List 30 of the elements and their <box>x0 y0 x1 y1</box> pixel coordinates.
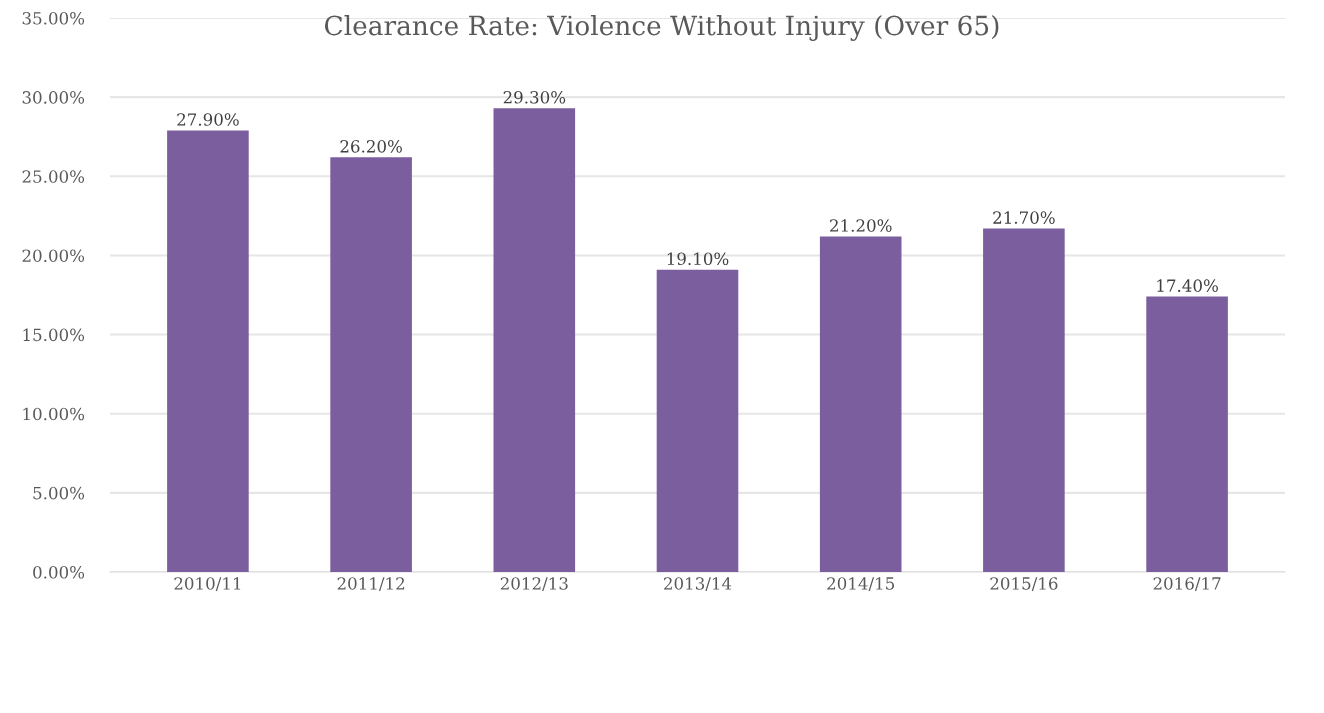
data-label: 21.20% <box>830 219 892 232</box>
data-label: 21.70% <box>993 211 1055 224</box>
bar <box>167 130 249 572</box>
bar <box>983 228 1065 572</box>
data-label: 29.30% <box>503 91 566 104</box>
data-label: 19.10% <box>667 252 729 266</box>
x-tick-label: 2016/17 <box>1153 577 1221 592</box>
y-tick-label: 0.00% <box>33 565 85 579</box>
y-tick-label: 10.00% <box>23 407 85 421</box>
y-tick-label: 20.00% <box>22 249 85 262</box>
y-tick-label: 15.00% <box>23 328 85 342</box>
x-tick-label: 2013/14 <box>664 577 732 592</box>
data-label: 17.40% <box>1157 279 1218 292</box>
y-tick-label: 5.00% <box>33 486 85 500</box>
x-tick-label: 2010/11 <box>174 577 241 592</box>
y-tick-label: 25.00% <box>22 170 85 183</box>
x-tick-label: 2011/12 <box>337 577 405 592</box>
bar <box>819 236 902 572</box>
y-tick-label: 35.00% <box>22 11 85 25</box>
x-tick-label: 2015/16 <box>990 577 1058 592</box>
bar <box>656 269 739 572</box>
x-tick-label: 2014/15 <box>827 577 895 592</box>
data-label: 26.20% <box>340 140 402 153</box>
chart-title: Clearance Rate: Violence Without Injury (Over 65) <box>324 15 999 41</box>
bar <box>493 108 576 572</box>
bar <box>1146 296 1228 572</box>
bar <box>330 157 412 572</box>
x-tick-label: 2012/13 <box>500 577 568 592</box>
y-tick-label: 30.00% <box>22 91 85 104</box>
data-label: 27.90% <box>177 113 239 126</box>
